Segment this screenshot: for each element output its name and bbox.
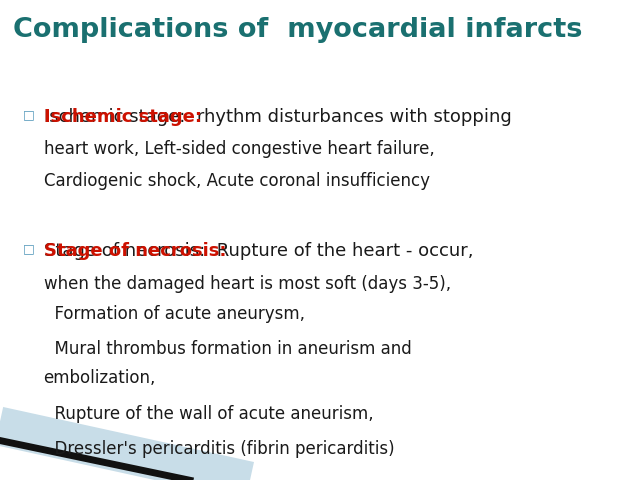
- Text: heart work, Left-sided congestive heart failure,: heart work, Left-sided congestive heart …: [44, 140, 435, 158]
- Text: Ischemic stage:: Ischemic stage:: [44, 108, 202, 126]
- Text: Cardiogenic shock, Acute coronal insufficiency: Cardiogenic shock, Acute coronal insuffi…: [44, 172, 429, 190]
- Text: Dressler's pericarditis (fibrin pericarditis): Dressler's pericarditis (fibrin pericard…: [44, 440, 394, 458]
- Text: Mural thrombus formation in aneurism and: Mural thrombus formation in aneurism and: [44, 340, 412, 359]
- Text: when the damaged heart is most soft (days 3-5),: when the damaged heart is most soft (day…: [44, 275, 451, 292]
- Text: Complications of  myocardial infarcts: Complications of myocardial infarcts: [13, 17, 582, 43]
- Text: embolization,: embolization,: [44, 370, 156, 387]
- Text: Ischemic stage:  rhythm disturbances with stopping: Ischemic stage: rhythm disturbances with…: [44, 108, 511, 126]
- Text: Formation of acute aneurysm,: Formation of acute aneurysm,: [44, 305, 305, 323]
- Text: □: □: [22, 242, 34, 255]
- Text: Stage of necrosis:  Rupture of the heart - occur,: Stage of necrosis: Rupture of the heart …: [44, 242, 473, 260]
- Text: □: □: [22, 108, 34, 121]
- Text: Stage of necrosis:: Stage of necrosis:: [44, 242, 226, 260]
- Text: Rupture of the wall of acute aneurism,: Rupture of the wall of acute aneurism,: [44, 405, 373, 423]
